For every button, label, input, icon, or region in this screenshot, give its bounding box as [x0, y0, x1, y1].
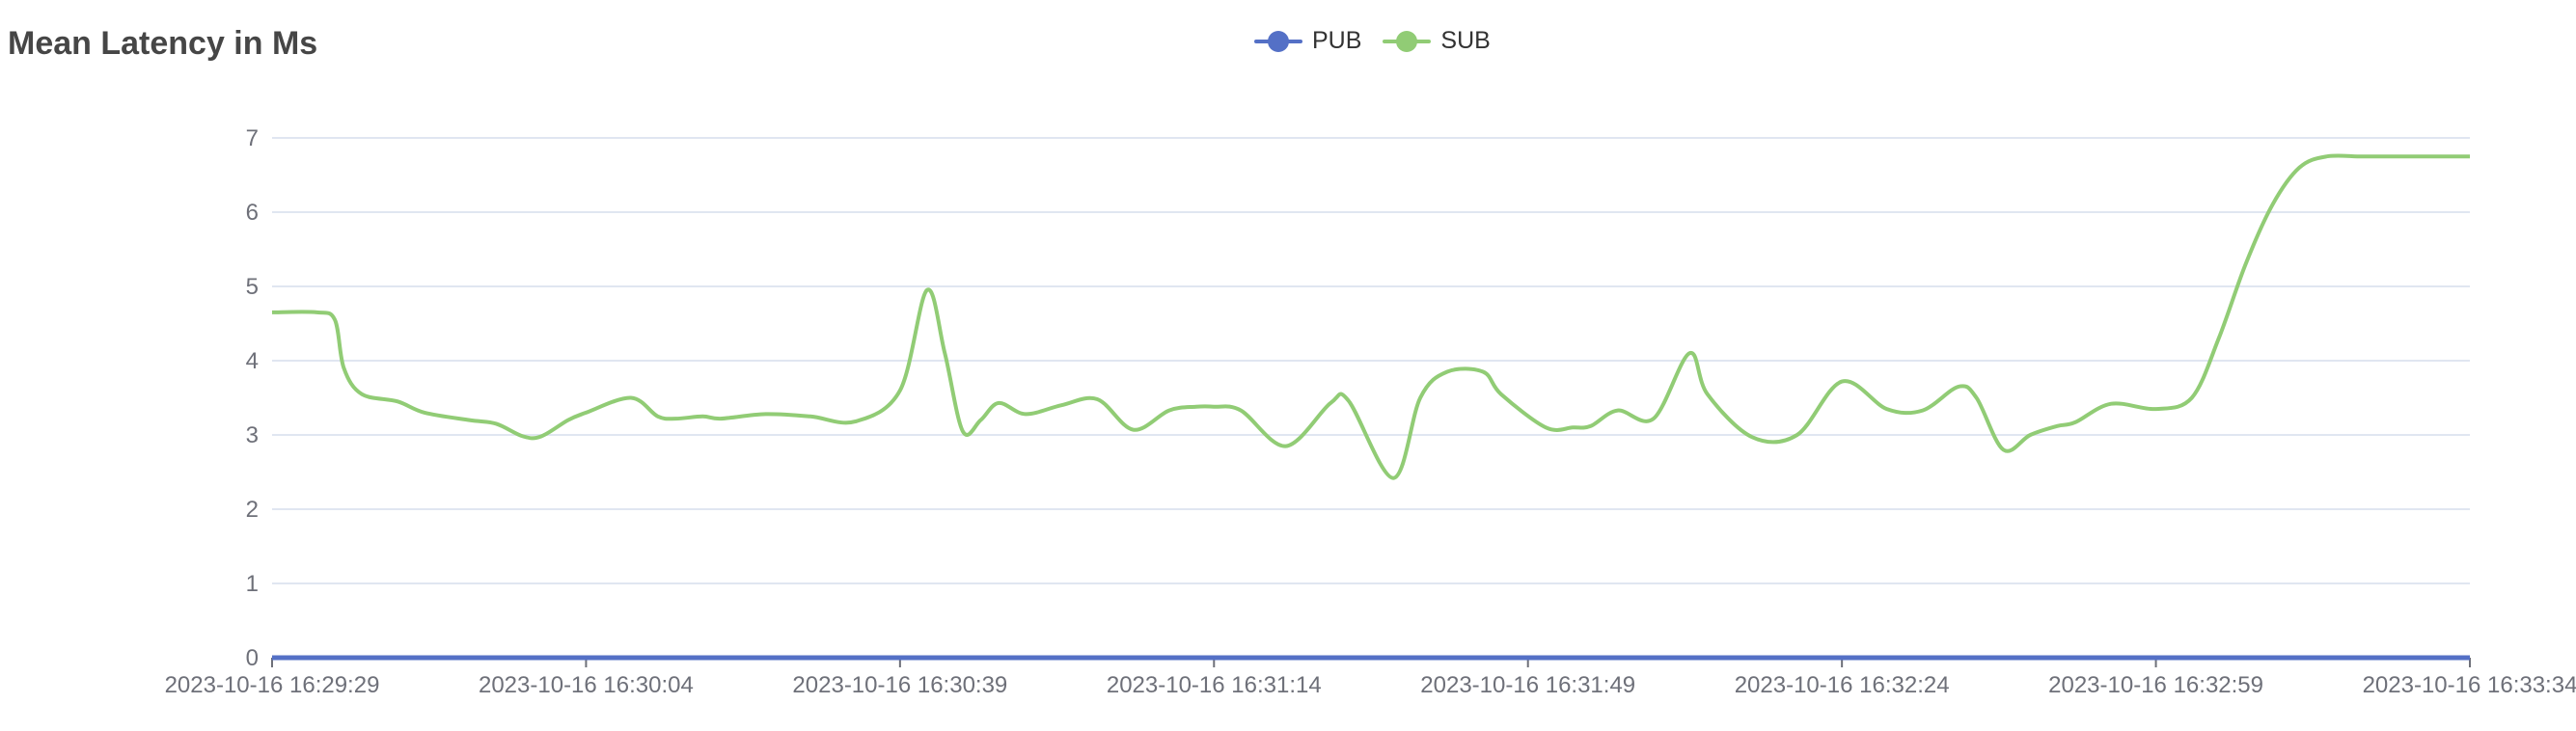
legend-label-sub: SUB: [1440, 27, 1491, 54]
chart-title: Mean Latency in Ms: [8, 25, 318, 62]
y-tick-label: 1: [246, 571, 259, 597]
x-tick-label: 2023-10-16 16:33:34: [2363, 672, 2576, 698]
x-tick-label: 2023-10-16 16:30:39: [792, 672, 1007, 698]
legend-swatch-sub: [1383, 30, 1432, 53]
x-tick-label: 2023-10-16 16:31:49: [1420, 672, 1635, 698]
y-tick-label: 7: [246, 125, 259, 151]
y-tick-label: 5: [246, 274, 259, 300]
series-line-sub: [271, 153, 2470, 480]
y-tick-label: 3: [246, 422, 259, 448]
y-tick-label: 2: [246, 497, 259, 523]
x-tick-label: 2023-10-16 16:32:24: [1735, 672, 1950, 698]
x-tick-label: 2023-10-16 16:29:29: [165, 672, 380, 698]
legend-item-pub[interactable]: PUB: [1254, 27, 1361, 55]
legend-swatch-pub: [1254, 30, 1302, 53]
x-tick-label: 2023-10-16 16:31:14: [1107, 672, 1322, 698]
legend-item-sub[interactable]: SUB: [1383, 27, 1491, 55]
x-tick-label: 2023-10-16 16:30:04: [479, 672, 694, 698]
legend: PUB SUB: [1254, 27, 1491, 55]
y-tick-label: 6: [246, 200, 259, 226]
x-tick-label: 2023-10-16 16:32:59: [2048, 672, 2263, 698]
y-tick-label: 4: [246, 348, 259, 374]
legend-label-pub: PUB: [1312, 27, 1362, 54]
y-tick-label: 0: [246, 645, 259, 671]
